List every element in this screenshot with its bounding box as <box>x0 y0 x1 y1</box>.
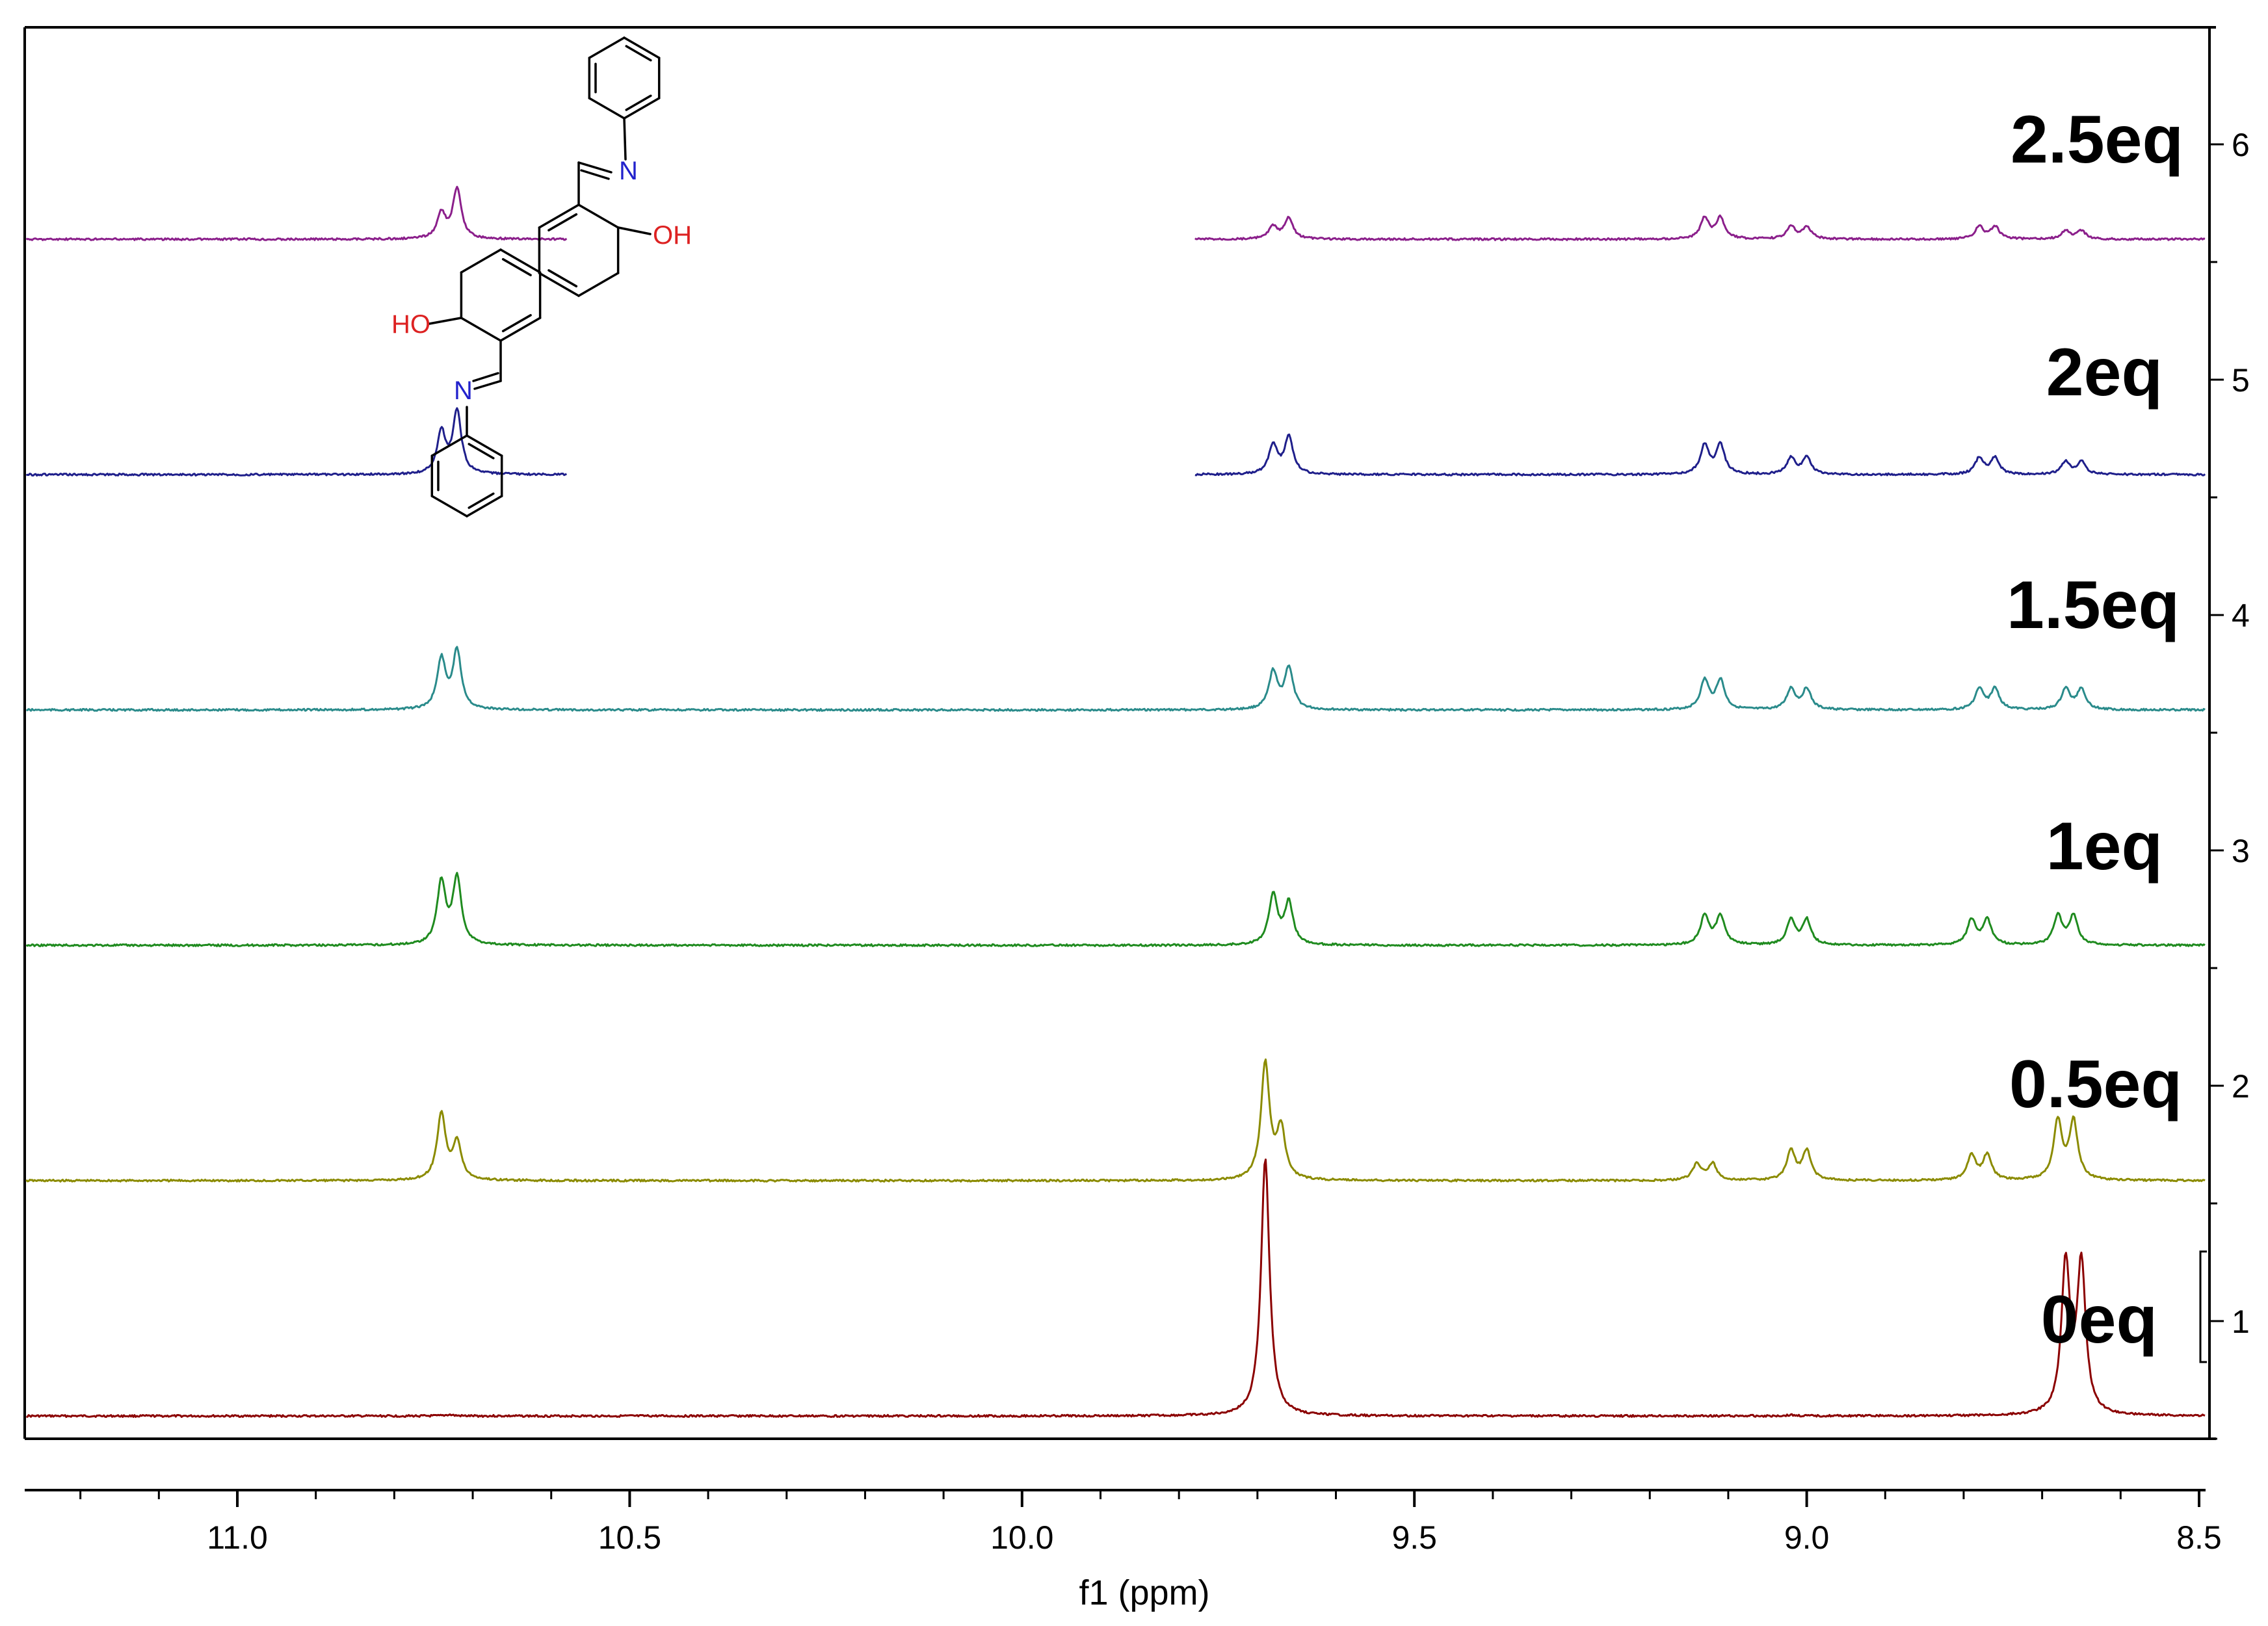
x-tick-label: 10.0 <box>990 1519 1053 1556</box>
right-offset-axis: 1 2 3 4 5 6 <box>2199 26 2250 1440</box>
x-tick-label: 9.0 <box>1784 1519 1830 1556</box>
bond-line <box>577 272 620 297</box>
bond-line <box>577 203 620 229</box>
series-label: 2.5eq <box>2011 102 2183 177</box>
x-tick-label: 11.0 <box>207 1519 268 1556</box>
right-axis-bracket <box>2199 1250 2207 1363</box>
spectrum-trace <box>26 646 2206 712</box>
right-tick-label: 3 <box>2232 833 2250 869</box>
right-tick-label: 2 <box>2232 1068 2250 1105</box>
bond-line <box>466 495 503 518</box>
bond-line <box>588 36 626 59</box>
bond-line <box>460 317 502 342</box>
series-label: 2eq <box>2046 335 2163 410</box>
x-axis: 11.010.510.09.59.08.58.07.57.06.56.0 <box>25 1489 2222 1556</box>
bond-line <box>499 317 542 342</box>
x-tick-label: 10.5 <box>598 1519 661 1556</box>
bond-line <box>472 372 499 382</box>
spectrum-trace <box>25 872 2206 947</box>
right-tick-label: 6 <box>2232 127 2250 163</box>
series-label: 1.5eq <box>2007 568 2180 643</box>
bond-line <box>473 380 502 390</box>
bond-line <box>538 203 580 229</box>
bond-line <box>430 434 468 457</box>
bond-line <box>617 226 652 235</box>
bond-line <box>623 117 627 161</box>
x-axis-title: f1 (ppm) <box>1079 1573 1209 1612</box>
bond-line <box>625 45 652 62</box>
bond-line <box>547 269 578 288</box>
bond-line <box>577 161 613 174</box>
bond-line <box>588 97 626 120</box>
bond-line <box>499 248 542 274</box>
right-tick-label: 5 <box>2232 362 2250 399</box>
series-labels: 0eq 0.5eq 1eq 1.5eq 2eq 2.5eq <box>2007 102 2183 1357</box>
right-tick-label: 4 <box>2232 597 2250 634</box>
bond-line <box>623 97 661 120</box>
bond-line <box>468 492 495 509</box>
bond-line <box>625 94 652 111</box>
bond-line <box>547 213 578 231</box>
bond-line <box>623 36 661 59</box>
hydroxyl-label-right: OH <box>653 221 692 250</box>
series-label: 0.5eq <box>2009 1047 2182 1122</box>
x-tick-label: 8.5 <box>2176 1519 2222 1556</box>
nitrogen-atom-label: N <box>454 376 473 405</box>
series-label: 1eq <box>2046 809 2163 884</box>
spectra-traces <box>25 185 2206 1418</box>
bond-line <box>466 434 503 457</box>
bond-line <box>501 257 532 276</box>
bond-line <box>430 495 468 518</box>
hydroxyl-label-left: HO <box>391 310 430 339</box>
x-tick-label: 9.5 <box>1391 1519 1437 1556</box>
right-tick-label: 1 <box>2232 1304 2250 1340</box>
bond-line <box>580 169 610 180</box>
bond-line <box>468 443 495 460</box>
bond-line <box>501 314 532 333</box>
spectrum-trace <box>25 407 2206 477</box>
naphthalene-imine-structure-drawing: N OH HO N <box>391 36 692 518</box>
bond-line <box>538 272 580 297</box>
nitrogen-atom-label: N <box>619 157 638 185</box>
bond-line <box>460 248 502 274</box>
spectrum-trace <box>25 185 2206 241</box>
spectrum-trace <box>25 1058 2206 1183</box>
series-label: 0eq <box>2041 1282 2157 1357</box>
bond-line <box>428 317 462 325</box>
spectrum-trace <box>26 1159 2206 1418</box>
